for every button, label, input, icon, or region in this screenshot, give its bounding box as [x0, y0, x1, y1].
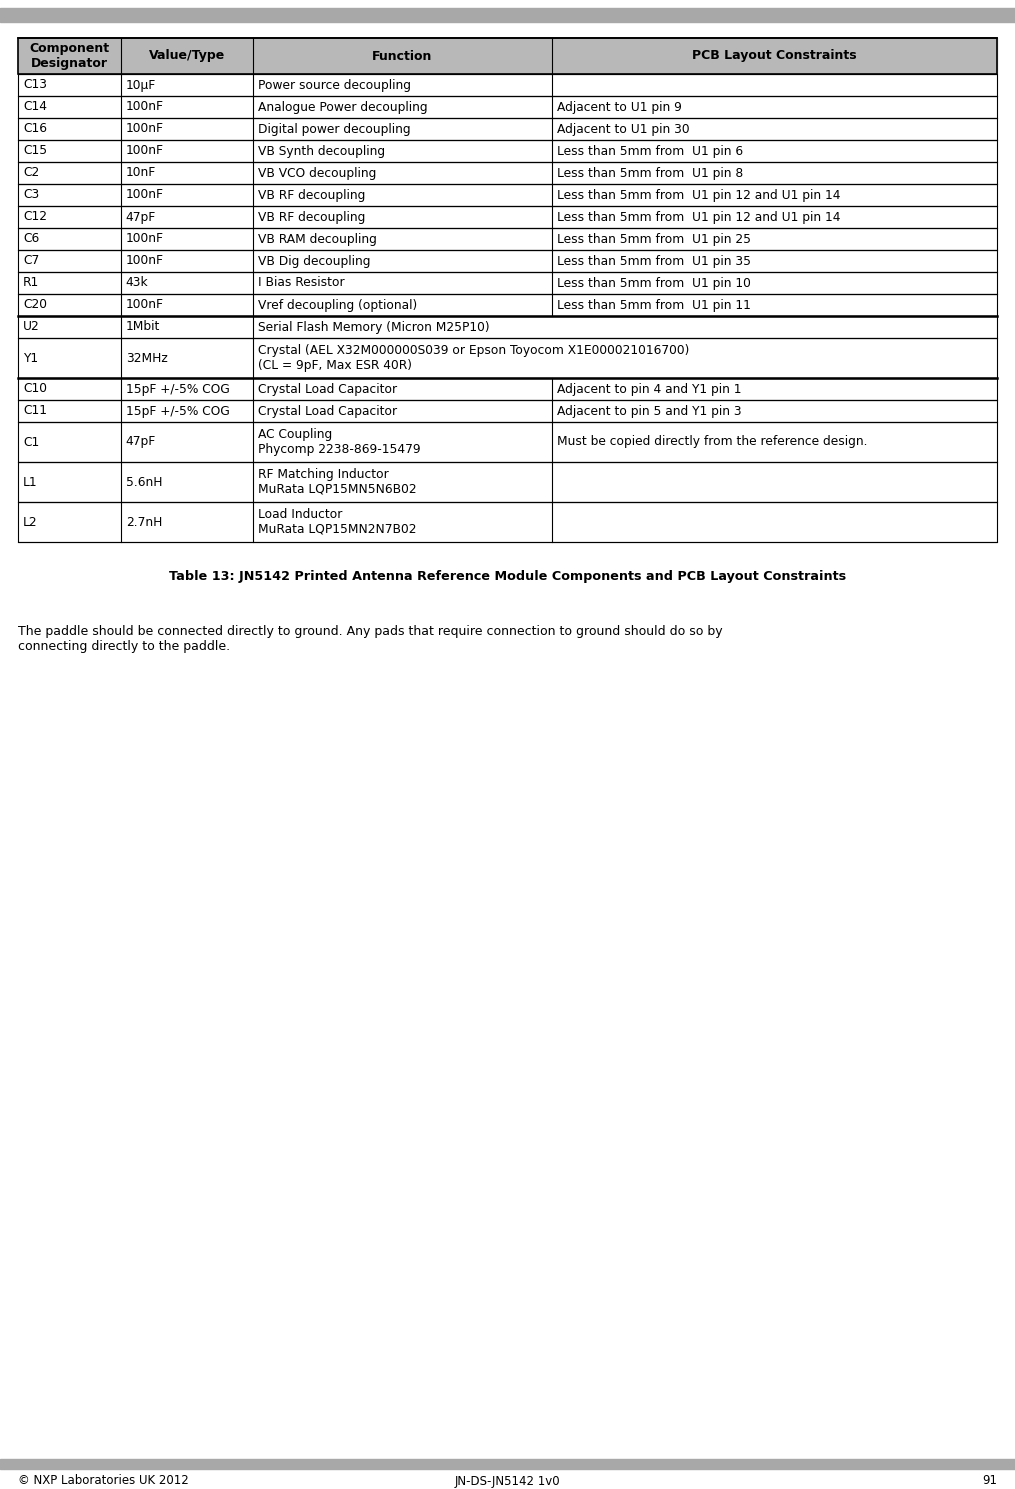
Text: VB RF decoupling: VB RF decoupling — [258, 210, 365, 223]
Bar — [18, 205, 997, 228]
Text: Crystal Load Capacitor: Crystal Load Capacitor — [258, 383, 397, 396]
Bar — [18, 95, 997, 118]
Text: VB Synth decoupling: VB Synth decoupling — [258, 144, 385, 158]
Bar — [18, 118, 997, 140]
Text: Less than 5mm from  U1 pin 12 and U1 pin 14: Less than 5mm from U1 pin 12 and U1 pin … — [556, 210, 840, 223]
Text: 15pF +/-5% COG: 15pF +/-5% COG — [126, 405, 229, 417]
Text: 43k: 43k — [126, 277, 148, 289]
Text: AC Coupling
Phycomp 2238-869-15479: AC Coupling Phycomp 2238-869-15479 — [258, 427, 420, 456]
Text: Y1: Y1 — [23, 351, 39, 365]
Text: Adjacent to U1 pin 9: Adjacent to U1 pin 9 — [556, 100, 681, 113]
Bar — [18, 95, 997, 118]
Text: VB Dig decoupling: VB Dig decoupling — [258, 255, 370, 268]
Bar — [18, 338, 997, 378]
Text: C11: C11 — [23, 405, 47, 417]
Text: 100nF: 100nF — [126, 255, 163, 268]
Bar — [18, 250, 997, 272]
Text: 32MHz: 32MHz — [126, 351, 167, 365]
Text: 47pF: 47pF — [126, 435, 156, 448]
Text: Less than 5mm from  U1 pin 35: Less than 5mm from U1 pin 35 — [556, 255, 750, 268]
Bar — [18, 421, 997, 462]
Bar — [0, 1459, 1015, 1470]
Text: R1: R1 — [23, 277, 40, 289]
Bar — [18, 316, 997, 338]
Text: C12: C12 — [23, 210, 47, 223]
Bar — [0, 7, 1015, 22]
Bar — [18, 39, 997, 74]
Text: VB RAM decoupling: VB RAM decoupling — [258, 232, 377, 246]
Text: Load Inductor
MuRata LQP15MN2N7B02: Load Inductor MuRata LQP15MN2N7B02 — [258, 508, 416, 536]
Text: C15: C15 — [23, 144, 47, 158]
Text: C10: C10 — [23, 383, 47, 396]
Bar — [18, 74, 997, 95]
Text: 91: 91 — [982, 1474, 997, 1488]
Bar — [18, 401, 997, 421]
Text: Must be copied directly from the reference design.: Must be copied directly from the referen… — [556, 435, 867, 448]
Text: C2: C2 — [23, 167, 40, 180]
Text: Less than 5mm from  U1 pin 6: Less than 5mm from U1 pin 6 — [556, 144, 743, 158]
Bar — [18, 293, 997, 316]
Text: Less than 5mm from  U1 pin 10: Less than 5mm from U1 pin 10 — [556, 277, 750, 289]
Bar — [18, 140, 997, 162]
Bar — [18, 338, 997, 378]
Bar — [18, 401, 997, 421]
Text: 100nF: 100nF — [126, 122, 163, 135]
Text: Adjacent to pin 5 and Y1 pin 3: Adjacent to pin 5 and Y1 pin 3 — [556, 405, 741, 417]
Text: Table 13: JN5142 Printed Antenna Reference Module Components and PCB Layout Cons: Table 13: JN5142 Printed Antenna Referen… — [168, 570, 847, 584]
Bar — [18, 378, 997, 401]
Text: Function: Function — [373, 49, 432, 63]
Bar — [18, 162, 997, 185]
Text: Less than 5mm from  U1 pin 12 and U1 pin 14: Less than 5mm from U1 pin 12 and U1 pin … — [556, 189, 840, 201]
Text: 2.7nH: 2.7nH — [126, 515, 162, 529]
Bar — [18, 185, 997, 205]
Text: Component
Designator: Component Designator — [29, 42, 110, 70]
Bar — [18, 140, 997, 162]
Text: PCB Layout Constraints: PCB Layout Constraints — [692, 49, 857, 63]
Text: 1Mbit: 1Mbit — [126, 320, 160, 334]
Text: Less than 5mm from  U1 pin 8: Less than 5mm from U1 pin 8 — [556, 167, 743, 180]
Bar — [18, 462, 997, 502]
Text: 5.6nH: 5.6nH — [126, 475, 162, 488]
Text: VB RF decoupling: VB RF decoupling — [258, 189, 365, 201]
Bar — [18, 502, 997, 542]
Bar — [18, 228, 997, 250]
Text: RF Matching Inductor
MuRata LQP15MN5N6B02: RF Matching Inductor MuRata LQP15MN5N6B0… — [258, 468, 416, 496]
Text: Value/Type: Value/Type — [149, 49, 225, 63]
Text: C7: C7 — [23, 255, 40, 268]
Text: 100nF: 100nF — [126, 232, 163, 246]
Text: 100nF: 100nF — [126, 189, 163, 201]
Text: C20: C20 — [23, 298, 47, 311]
Text: C14: C14 — [23, 100, 47, 113]
Text: Less than 5mm from  U1 pin 11: Less than 5mm from U1 pin 11 — [556, 298, 750, 311]
Text: © NXP Laboratories UK 2012: © NXP Laboratories UK 2012 — [18, 1474, 189, 1488]
Bar — [18, 272, 997, 293]
Bar — [18, 421, 997, 462]
Bar — [18, 293, 997, 316]
Bar — [18, 118, 997, 140]
Text: Power source decoupling: Power source decoupling — [258, 79, 411, 91]
Text: Analogue Power decoupling: Analogue Power decoupling — [258, 100, 427, 113]
Text: L1: L1 — [23, 475, 38, 488]
Text: Crystal (AEL X32M000000S039 or Epson Toyocom X1E000021016700)
(CL = 9pF, Max ESR: Crystal (AEL X32M000000S039 or Epson Toy… — [258, 344, 689, 372]
Text: 100nF: 100nF — [126, 100, 163, 113]
Text: Less than 5mm from  U1 pin 25: Less than 5mm from U1 pin 25 — [556, 232, 750, 246]
Text: Digital power decoupling: Digital power decoupling — [258, 122, 411, 135]
Text: 15pF +/-5% COG: 15pF +/-5% COG — [126, 383, 229, 396]
Text: I Bias Resistor: I Bias Resistor — [258, 277, 344, 289]
Bar — [18, 228, 997, 250]
Text: Crystal Load Capacitor: Crystal Load Capacitor — [258, 405, 397, 417]
Bar — [18, 74, 997, 95]
Text: Vref decoupling (optional): Vref decoupling (optional) — [258, 298, 417, 311]
Text: C13: C13 — [23, 79, 47, 91]
Text: 100nF: 100nF — [126, 144, 163, 158]
Text: C1: C1 — [23, 435, 40, 448]
Text: The paddle should be connected directly to ground. Any pads that require connect: The paddle should be connected directly … — [18, 625, 723, 654]
Bar — [18, 162, 997, 185]
Bar — [18, 39, 997, 74]
Bar — [18, 316, 997, 338]
Text: Serial Flash Memory (Micron M25P10): Serial Flash Memory (Micron M25P10) — [258, 320, 489, 334]
Text: Adjacent to U1 pin 30: Adjacent to U1 pin 30 — [556, 122, 689, 135]
Bar — [18, 205, 997, 228]
Bar — [18, 185, 997, 205]
Text: C6: C6 — [23, 232, 40, 246]
